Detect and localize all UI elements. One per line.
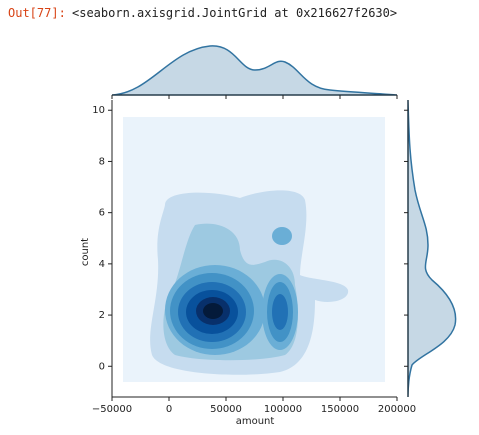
y-tick-label: 8: [99, 156, 105, 167]
y-tick-label: 2: [99, 310, 105, 321]
out-prompt: Out[77]:: [8, 6, 66, 20]
kde-contours: [123, 117, 385, 382]
marginal-kde-x: [111, 45, 398, 96]
output-repr: <seaborn.axisgrid.JointGrid at 0x216627f…: [72, 6, 398, 20]
y-axis-label: count: [80, 238, 91, 266]
marginal-kde-y: [407, 99, 457, 398]
y-tick-label: 10: [92, 105, 105, 116]
kde-level: [272, 294, 288, 330]
x-tick-label: 100000: [264, 404, 302, 415]
kde-level: [203, 303, 223, 319]
x-tick-label: −50000: [92, 404, 132, 415]
x-tick-label: 150000: [321, 404, 359, 415]
y-tick-label: 4: [99, 259, 105, 270]
kde-level: [272, 227, 292, 245]
x-tick-label: 0: [166, 404, 172, 415]
x-tick-label: 200000: [378, 404, 416, 415]
y-tick-label: 0: [99, 361, 105, 372]
y-tick-label: 6: [99, 208, 105, 219]
x-tick-label: 50000: [210, 404, 242, 415]
x-axis-label: amount: [236, 416, 275, 427]
